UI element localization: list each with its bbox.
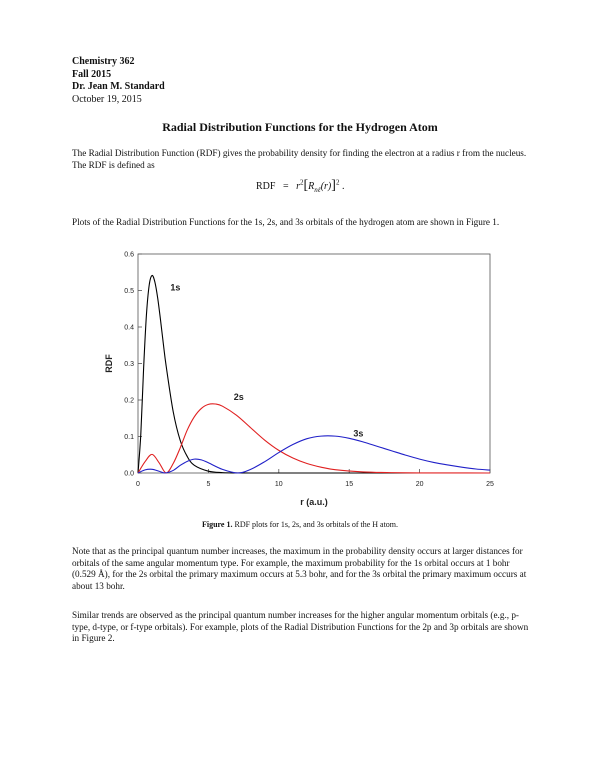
- paragraph-higher-momentum: Similar trends are observed as the princ…: [72, 610, 529, 644]
- rdf-equation: RDF = r2[Rnℓ(r)]2 .: [256, 178, 345, 194]
- equation-R: R: [308, 181, 315, 192]
- series-label-2s: 2s: [234, 392, 244, 402]
- rdf-chart: 0 5 10 15 20 25 0.0 0.1 0.2 0.3 0.4 0.5 0.6 r (a.u.)…: [104, 252, 494, 508]
- equation-r-exponent: 2: [300, 178, 304, 187]
- equation-lhs: RDF: [256, 181, 276, 192]
- x-tick-label: 25: [486, 481, 494, 488]
- course-name: Chemistry 362: [72, 56, 135, 67]
- x-tick-label: 10: [275, 481, 283, 488]
- y-tick-label: 0.1: [124, 434, 134, 441]
- chart-series: [137, 274, 491, 474]
- chart-labels: r (a.u.) RDF 1s 2s 3s: [104, 283, 363, 508]
- y-tick-label: 0.6: [124, 252, 134, 259]
- x-tick-label: 0: [136, 481, 140, 488]
- plots-intro-paragraph: Plots of the Radial Distribution Functio…: [72, 217, 500, 227]
- figure-caption-label: Figure 1.: [201, 520, 233, 529]
- y-tick-label: 0.5: [124, 288, 134, 295]
- x-axis-label: r (a.u.): [300, 497, 328, 507]
- series-line-1s: [137, 274, 490, 474]
- x-tick-label: 5: [206, 481, 210, 488]
- y-tick-label: 0.2: [124, 398, 134, 405]
- figure-1: 0 5 10 15 20 25 0.0 0.1 0.2 0.3 0.4 0.5 0.6 r (a.u.)…: [100, 246, 500, 514]
- x-tick-label: 20: [416, 481, 424, 488]
- series-label-3s: 3s: [353, 429, 363, 439]
- equation-bracket-exponent: 2: [335, 178, 340, 187]
- document-header: Chemistry 362 Fall 2015 Dr. Jean M. Stan…: [72, 56, 165, 106]
- equation-subscript: nℓ: [314, 186, 321, 194]
- y-tick-label: 0.0: [124, 471, 134, 478]
- x-tick-label: 15: [345, 481, 353, 488]
- term: Fall 2015: [72, 68, 112, 80]
- series-label-1s: 1s: [170, 283, 180, 293]
- y-axis-label: RDF: [104, 354, 114, 373]
- equation-argument: (r): [320, 181, 332, 192]
- y-tick-label: 0.3: [124, 361, 134, 368]
- equation-r: r: [296, 181, 300, 192]
- series-line-3s: [137, 435, 491, 474]
- author: Dr. Jean M. Standard: [72, 81, 165, 92]
- equation-equals: =: [282, 181, 289, 192]
- figure-caption: Figure 1. RDF plots for 1s, 2s, and 3s o…: [0, 520, 600, 529]
- paragraph-trends: Note that as the principal quantum numbe…: [72, 546, 527, 591]
- figure-caption-text: RDF plots for 1s, 2s, and 3s orbitals of…: [232, 520, 399, 529]
- y-tick-label: 0.4: [124, 325, 134, 332]
- document-title: Radial Distribution Functions for the Hy…: [162, 120, 438, 134]
- equation-period: .: [341, 181, 345, 192]
- intro-paragraph: The Radial Distribution Function (RDF) g…: [72, 148, 527, 170]
- plot-frame: [137, 253, 491, 474]
- date: October 19, 2015: [72, 93, 142, 105]
